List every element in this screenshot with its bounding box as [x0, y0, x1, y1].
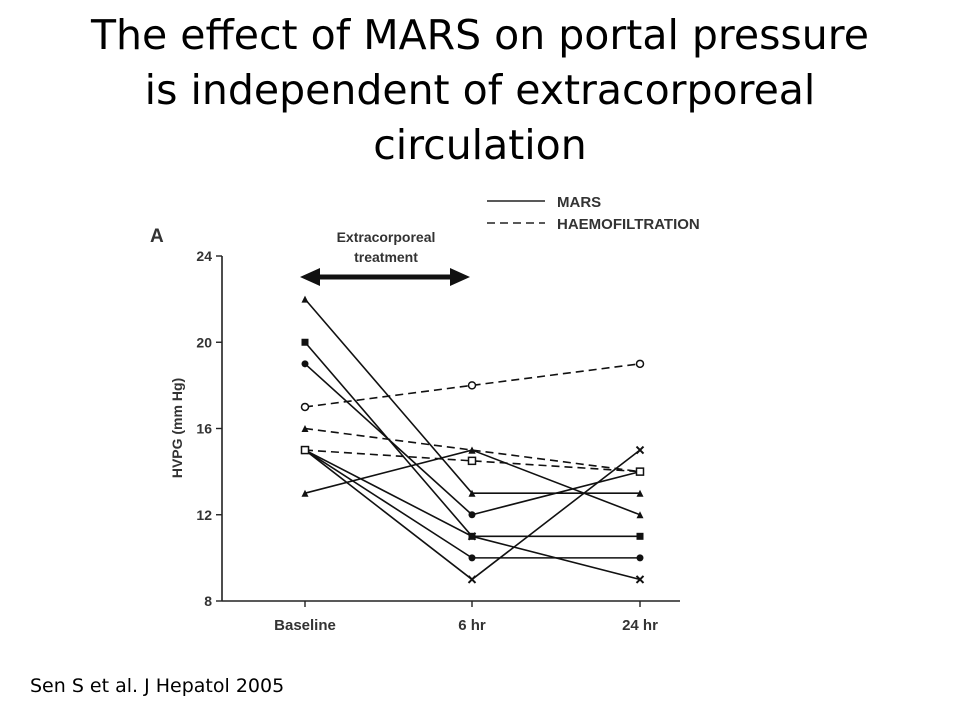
y-tick-label: 20 [196, 334, 212, 350]
annotation-arrow-head-left [300, 268, 320, 286]
data-point [301, 295, 309, 303]
haemofiltration-series-line [304, 449, 641, 473]
y-tick-label: 16 [196, 421, 212, 437]
x-tick-label: 24 hr [622, 617, 658, 634]
title-line-3: circulation [373, 121, 587, 169]
data-point [301, 338, 309, 346]
x-tick-label: 6 hr [458, 617, 486, 634]
data-point [467, 532, 477, 541]
data-point [636, 532, 644, 540]
mars-series-line [304, 449, 640, 559]
legend-label: MARS [557, 194, 601, 211]
citation: Sen S et al. J Hepatol 2005 [30, 675, 285, 697]
title-line-2: is independent of extracorporeal [144, 66, 816, 114]
data-point [635, 445, 645, 455]
y-tick-label: 24 [196, 248, 212, 264]
data-point [636, 511, 644, 519]
data-point [468, 489, 476, 497]
y-tick-label: 8 [204, 593, 212, 609]
data-point [301, 489, 309, 497]
data-point [468, 554, 476, 562]
data-point [467, 575, 477, 584]
data-point [635, 467, 645, 476]
haemofiltration-series-line [304, 427, 641, 473]
data-point [467, 456, 477, 466]
panel-label: A [150, 226, 164, 247]
data-point [467, 381, 477, 390]
slide-title: The effect of MARS on portal pressure is… [40, 8, 920, 173]
data-point [635, 575, 645, 584]
y-tick-label: 12 [196, 507, 212, 523]
haemofiltration-series-line [304, 363, 641, 408]
annotation-text: treatment [354, 249, 418, 265]
legend-label: HAEMOFILTRATION [557, 216, 700, 233]
chart-legend: MARS HAEMOFILTRATION [487, 194, 700, 233]
chart-axes: 8 12 16 20 24 Baseline 6 hr 24 hr HVPG (mm Hg) A [150, 226, 680, 634]
data-point [468, 446, 476, 454]
data-point [468, 511, 476, 519]
data-point [636, 489, 644, 497]
x-tick-label: Baseline [274, 617, 336, 634]
data-point [636, 554, 644, 562]
mars-series-line [304, 341, 640, 538]
data-point [301, 425, 309, 432]
title-line-1: The effect of MARS on portal pressure [91, 11, 869, 59]
data-point [300, 445, 310, 455]
annotation-text: Extracorporeal [337, 229, 436, 245]
data-point [635, 359, 645, 369]
annotation-arrow-head-right [450, 268, 470, 286]
treatment-annotation: Extracorporeal treatment [300, 229, 470, 286]
y-axis-label: HVPG (mm Hg) [169, 378, 185, 478]
chart-series [300, 295, 645, 584]
data-point [301, 360, 309, 368]
data-point [300, 402, 310, 412]
